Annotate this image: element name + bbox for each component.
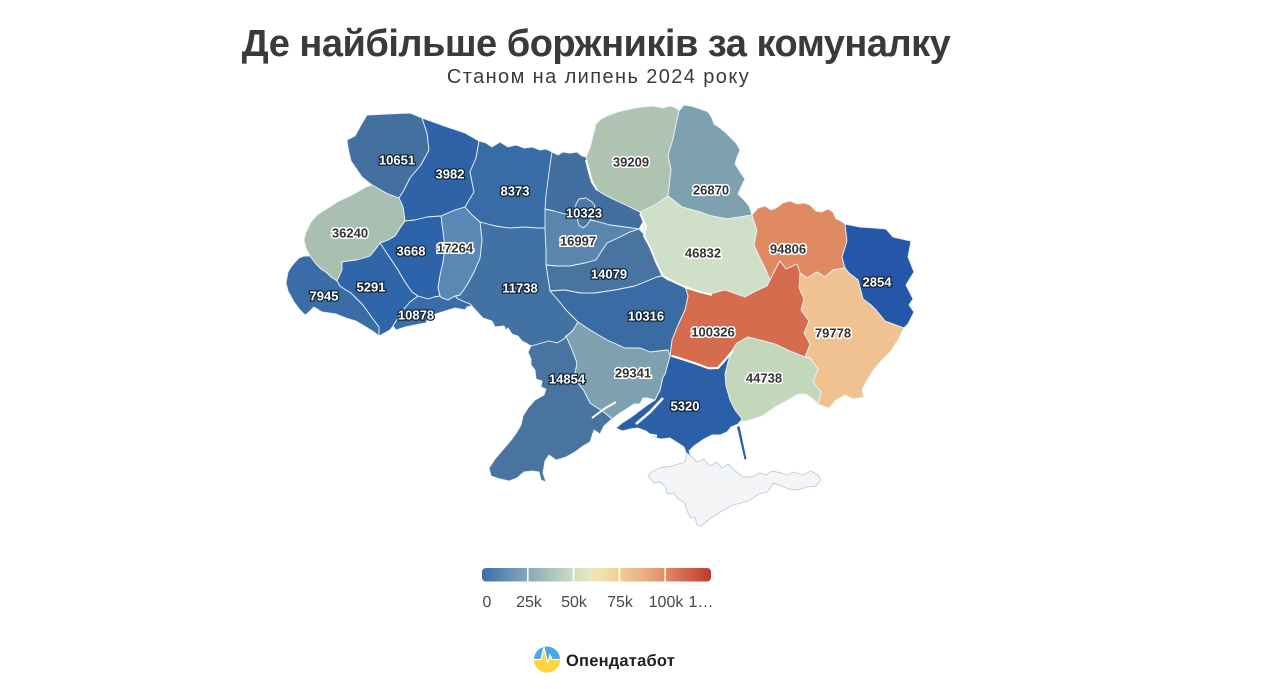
svg-text:10316: 10316 (628, 309, 664, 324)
svg-text:36240: 36240 (332, 226, 368, 241)
svg-text:94806: 94806 (770, 242, 806, 257)
svg-text:2854: 2854 (863, 275, 893, 290)
svg-text:50k: 50k (561, 594, 588, 611)
svg-text:16997: 16997 (560, 234, 596, 249)
svg-text:25k: 25k (516, 594, 543, 611)
svg-text:100k: 100k (649, 594, 685, 611)
svg-text:11738: 11738 (502, 281, 537, 296)
svg-text:44738: 44738 (746, 371, 782, 386)
svg-text:0: 0 (483, 594, 492, 611)
svg-text:1…: 1… (689, 594, 714, 611)
svg-text:10878: 10878 (398, 308, 434, 323)
svg-text:29341: 29341 (615, 366, 651, 381)
svg-text:17264: 17264 (437, 241, 474, 256)
svg-text:5320: 5320 (671, 399, 700, 414)
svg-text:3668: 3668 (397, 244, 426, 259)
svg-text:46832: 46832 (685, 246, 721, 261)
svg-text:10323: 10323 (566, 206, 602, 221)
svg-text:10651: 10651 (379, 153, 415, 168)
svg-text:3982: 3982 (436, 167, 465, 182)
svg-text:79778: 79778 (815, 326, 851, 341)
svg-text:14079: 14079 (591, 267, 627, 282)
svg-text:26870: 26870 (693, 183, 729, 198)
svg-text:14854: 14854 (549, 372, 586, 387)
svg-text:100326: 100326 (691, 325, 734, 340)
svg-text:Опендатабот: Опендатабот (566, 652, 675, 670)
svg-text:8373: 8373 (501, 184, 530, 199)
svg-text:39209: 39209 (613, 155, 649, 170)
svg-text:75k: 75k (607, 594, 634, 611)
svg-text:5291: 5291 (357, 280, 386, 295)
svg-text:7945: 7945 (310, 289, 339, 304)
